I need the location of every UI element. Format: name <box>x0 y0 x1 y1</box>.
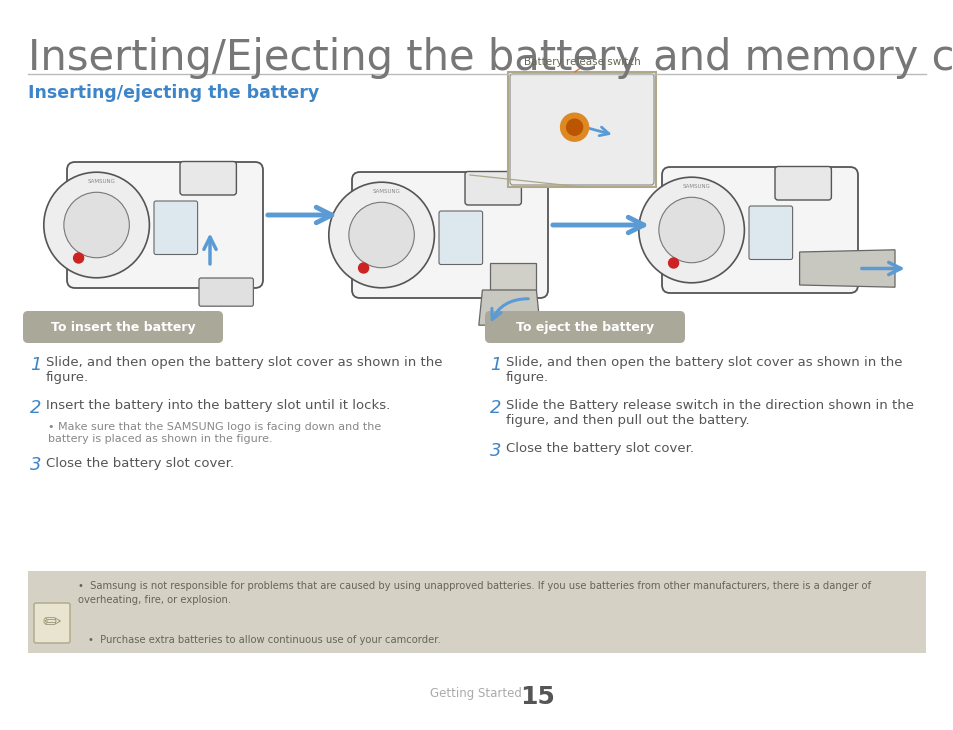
Text: ✏: ✏ <box>43 613 61 633</box>
Text: 3: 3 <box>30 456 42 474</box>
Text: To eject the battery: To eject the battery <box>516 320 654 334</box>
FancyBboxPatch shape <box>484 311 684 343</box>
FancyBboxPatch shape <box>153 201 197 255</box>
Text: To insert the battery: To insert the battery <box>51 320 195 334</box>
Text: Slide, and then open the battery slot cover as shown in the
figure.: Slide, and then open the battery slot co… <box>505 356 902 384</box>
Text: 3: 3 <box>490 442 501 460</box>
FancyBboxPatch shape <box>34 603 70 643</box>
FancyBboxPatch shape <box>199 278 253 306</box>
Text: Close the battery slot cover.: Close the battery slot cover. <box>46 456 233 469</box>
Text: 15: 15 <box>519 685 555 709</box>
FancyBboxPatch shape <box>352 172 547 298</box>
Text: 1: 1 <box>490 356 501 374</box>
FancyBboxPatch shape <box>748 206 792 259</box>
FancyBboxPatch shape <box>28 571 925 653</box>
Circle shape <box>73 253 84 263</box>
Circle shape <box>668 258 678 268</box>
Polygon shape <box>799 250 894 287</box>
FancyBboxPatch shape <box>661 167 857 293</box>
Text: SAMSUNG: SAMSUNG <box>373 189 400 193</box>
Polygon shape <box>478 290 539 325</box>
Polygon shape <box>489 263 536 290</box>
FancyBboxPatch shape <box>510 74 654 185</box>
FancyBboxPatch shape <box>774 166 830 200</box>
Text: Close the battery slot cover.: Close the battery slot cover. <box>505 442 693 455</box>
FancyBboxPatch shape <box>438 211 482 264</box>
Text: Slide the Battery release switch in the direction shown in the
figure, and then : Slide the Battery release switch in the … <box>505 399 913 427</box>
FancyBboxPatch shape <box>464 172 521 205</box>
Circle shape <box>566 119 582 135</box>
Text: Getting Started: Getting Started <box>430 688 521 701</box>
Text: Insert the battery into the battery slot until it locks.: Insert the battery into the battery slot… <box>46 399 390 412</box>
Circle shape <box>349 202 414 268</box>
Text: Inserting/ejecting the battery: Inserting/ejecting the battery <box>28 84 319 102</box>
Text: • Make sure that the SAMSUNG logo is facing down and the
battery is placed as sh: • Make sure that the SAMSUNG logo is fac… <box>48 423 381 444</box>
Text: SAMSUNG: SAMSUNG <box>682 184 710 189</box>
Text: Battery release switch: Battery release switch <box>523 57 639 67</box>
Text: •  Samsung is not responsible for problems that are caused by using unapproved b: • Samsung is not responsible for problem… <box>78 581 870 605</box>
Text: 2: 2 <box>30 399 42 417</box>
Text: SAMSUNG: SAMSUNG <box>88 179 116 184</box>
Circle shape <box>639 177 743 283</box>
Circle shape <box>358 263 368 273</box>
Text: Inserting/Ejecting the battery and memory card: Inserting/Ejecting the battery and memor… <box>28 37 953 79</box>
FancyBboxPatch shape <box>507 72 656 187</box>
Text: Slide, and then open the battery slot cover as shown in the
figure.: Slide, and then open the battery slot co… <box>46 356 442 384</box>
Text: 2: 2 <box>490 399 501 417</box>
FancyBboxPatch shape <box>67 162 263 288</box>
Circle shape <box>64 192 130 258</box>
Circle shape <box>44 172 150 278</box>
Circle shape <box>659 197 723 263</box>
Circle shape <box>560 113 588 141</box>
Text: •  Purchase extra batteries to allow continuous use of your camcorder.: • Purchase extra batteries to allow cont… <box>88 635 440 645</box>
FancyBboxPatch shape <box>180 161 236 195</box>
Circle shape <box>329 182 434 288</box>
FancyBboxPatch shape <box>23 311 223 343</box>
Text: 1: 1 <box>30 356 42 374</box>
